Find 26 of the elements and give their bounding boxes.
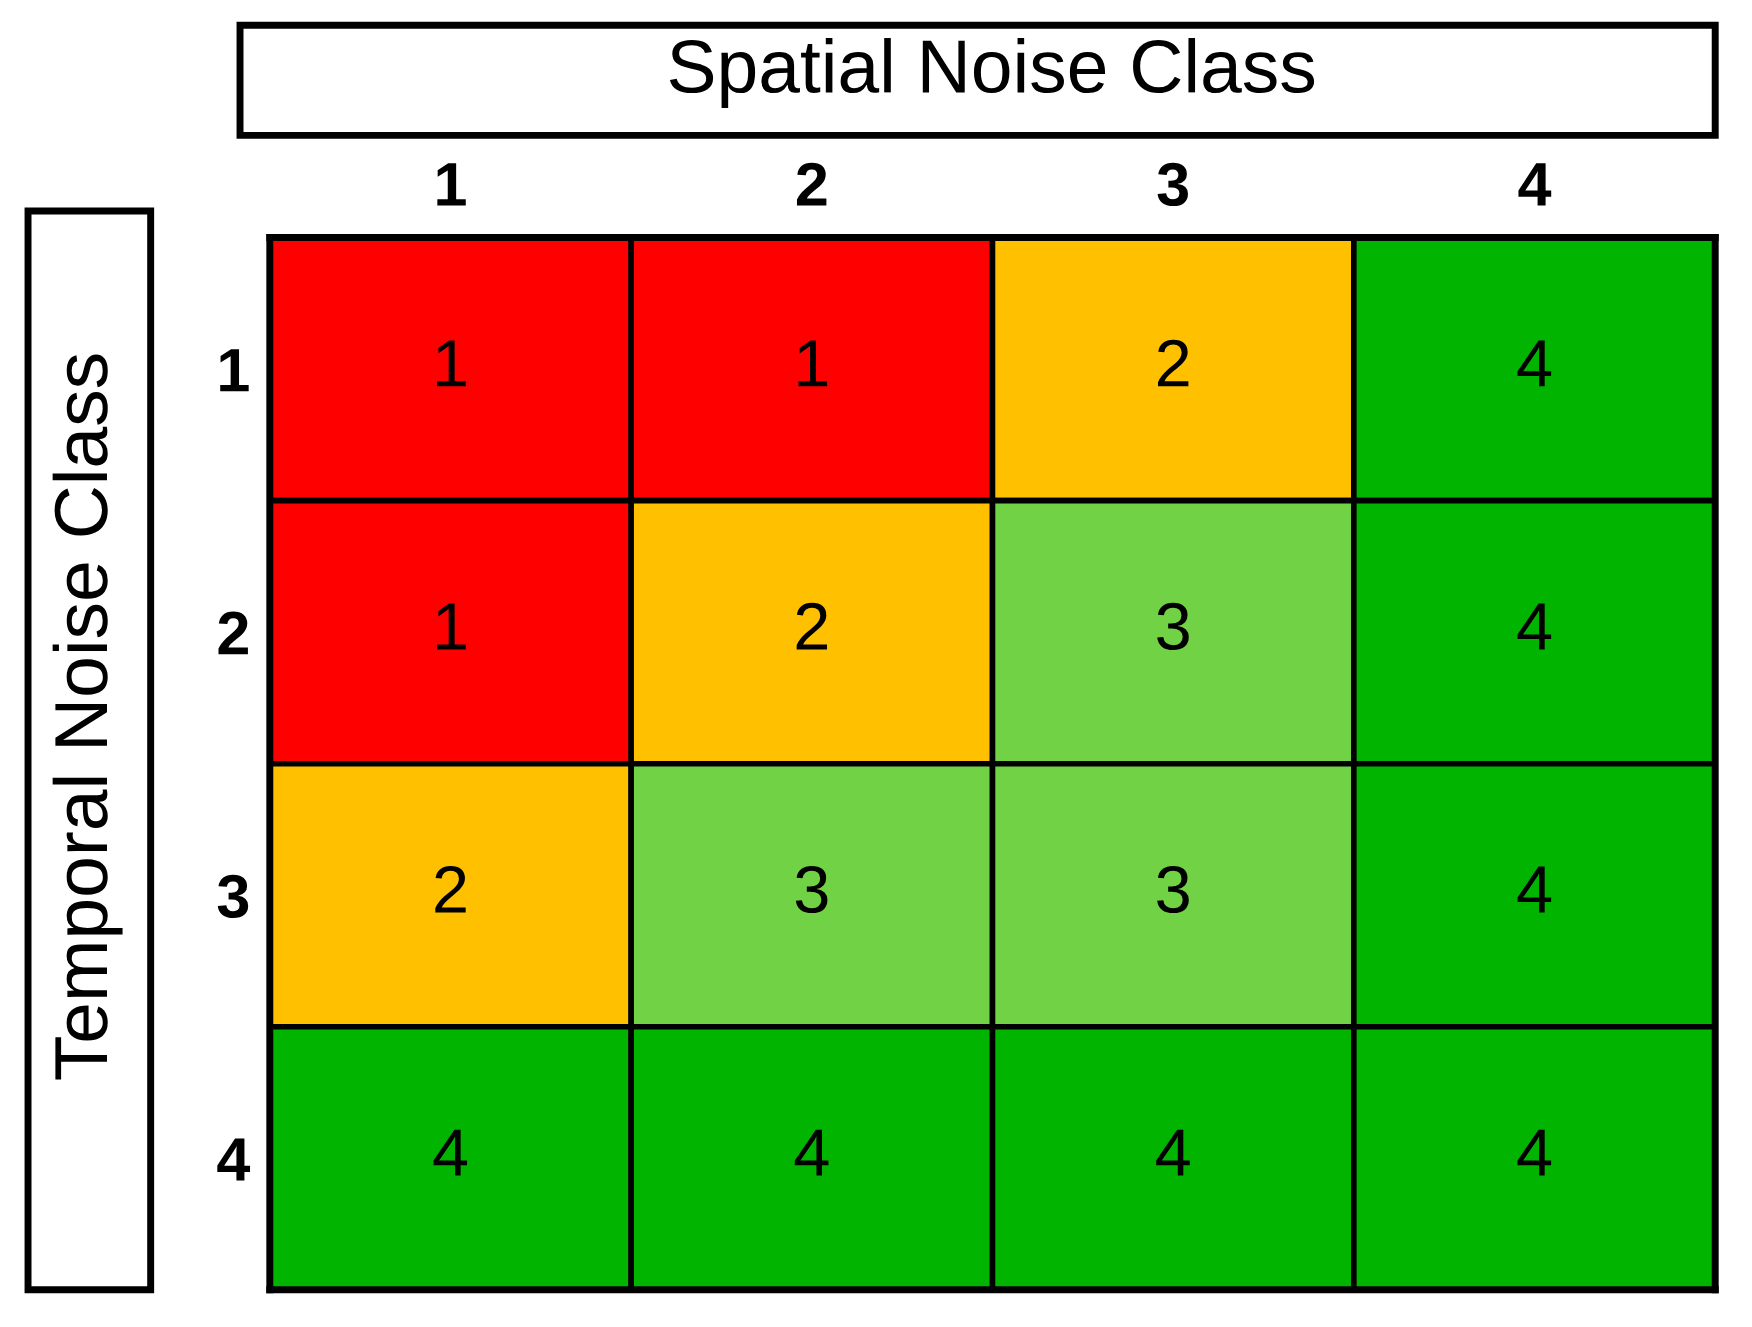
data-label: 1	[798, 340, 828, 387]
x-tick-label: 4	[1518, 163, 1552, 206]
y-tick-label: 3	[217, 874, 249, 919]
data-label: 1	[437, 340, 466, 387]
data-label: 4	[1517, 1129, 1552, 1176]
data-label: 1	[437, 603, 466, 650]
x-tick-label: 2	[796, 162, 827, 206]
x-axis-title: Spatial Noise Class	[669, 38, 1315, 108]
data-label: 2	[1158, 339, 1189, 387]
x-tick-label: 1	[437, 163, 466, 206]
x-tick-label: 3	[1157, 162, 1188, 207]
data-label: 3	[1157, 865, 1189, 914]
y-tick-label: 2	[218, 611, 248, 655]
y-axis-title: Temporal Noise Class	[52, 354, 123, 1080]
data-label: 4	[433, 1129, 468, 1176]
y-tick-label: 1	[220, 349, 249, 392]
data-label: 3	[1157, 602, 1189, 651]
data-label: 2	[435, 865, 466, 913]
data-label: 4	[1156, 1129, 1190, 1176]
data-label: 2	[796, 602, 828, 650]
data-label: 4	[1517, 603, 1552, 650]
data-label: 4	[1517, 340, 1552, 387]
data-label: 4	[1517, 866, 1552, 913]
y-tick-label: 4	[217, 1138, 251, 1181]
data-label: 3	[795, 865, 828, 914]
data-label: 4	[794, 1129, 829, 1176]
